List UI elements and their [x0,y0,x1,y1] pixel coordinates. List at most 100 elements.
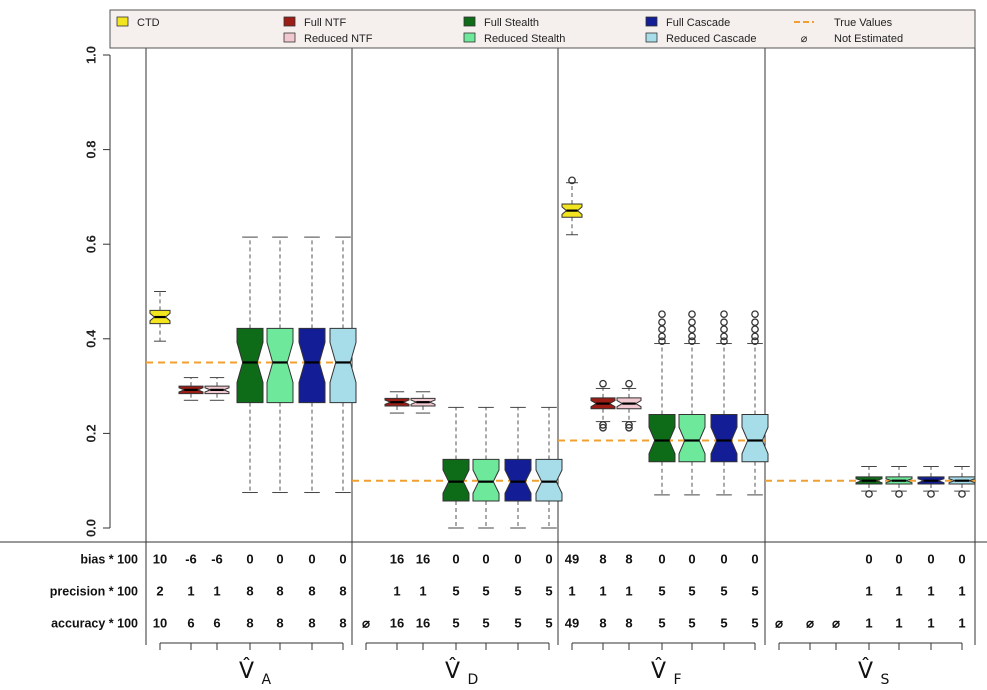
stat-value: 8 [246,615,253,630]
box-rca [948,466,976,498]
outlier-point [720,318,728,327]
stat-value: 5 [688,615,695,630]
outlier-point [720,310,728,319]
stat-value: 5 [452,583,459,598]
box-rntf [410,391,436,414]
stat-value: 5 [658,615,665,630]
group-label-sub: F [674,672,682,688]
stat-value: 5 [720,615,727,630]
stat-value: 5 [658,583,665,598]
legend-box [109,9,976,49]
stat-value: 5 [720,583,727,598]
legend-item-ne: ⌀ Not Estimated [801,33,903,45]
box-fst [236,236,264,494]
stats-table: bias * 100 10 -6 -6 0 0 0 0 16 16 0 0 0 0 49 8 8 0 0 0 0 0 0 0 0… [50,551,966,630]
box-fca [917,466,945,498]
legend-swatch [116,16,129,27]
box-rntf [204,377,230,401]
legend-swatch: ⌀ [801,33,808,45]
stat-value: 5 [545,615,552,630]
box-fntf [384,391,410,414]
outlier-point [688,318,696,327]
outlier-point [658,318,666,327]
box-rntf [616,379,642,432]
stat-value: 8 [599,551,606,566]
box-fca [504,406,532,529]
group-label-f: V̂ [651,658,666,684]
legend-label: Reduced Cascade [666,33,757,45]
stat-value: 5 [545,583,552,598]
box-ctd [149,291,171,342]
y-axis: 0.0 0.2 0.4 0.6 0.8 1.0 [83,46,111,537]
outlier-point [688,332,696,341]
stat-value: 1 [865,583,872,598]
group-label-sub: S [881,672,890,688]
stat-value: 1 [895,583,902,598]
stat-value: 0 [958,551,965,566]
y-tick-label: 0.8 [83,141,98,159]
stat-row-label-precision: precision * 100 [50,584,138,598]
outlier-point [625,423,633,432]
box-rca [741,310,769,496]
box-body [710,413,738,463]
stat-value: 16 [416,615,430,630]
legend-swatch [283,16,296,27]
outlier-point [658,332,666,341]
stat-value: 0 [720,551,727,566]
y-tick-label: 0.2 [83,424,98,442]
stat-value: 10 [153,615,167,630]
legend-item-fst: Full Stealth [463,16,539,29]
stat-value: 5 [751,583,758,598]
stat-value: 1 [895,615,902,630]
stat-value: ⌀ [806,615,814,630]
stat-value: 1 [927,583,934,598]
stat-value: 8 [339,615,346,630]
stat-value: 0 [276,551,283,566]
stat-value: 1 [419,583,426,598]
stat-value: 8 [625,615,632,630]
stat-value: 1 [393,583,400,598]
boxes [149,176,976,529]
y-tick-label: 1.0 [83,46,98,64]
stat-value: ⌀ [832,615,840,630]
group-axis: V̂ A V̂ D V̂ F V̂ S [159,642,963,688]
stat-value: 10 [153,551,167,566]
stat-value: ⌀ [775,615,783,630]
outlier-point [720,332,728,341]
stat-value: 0 [339,551,346,566]
stat-value: 1 [958,615,965,630]
outlier-point [751,310,759,319]
stat-value: ⌀ [362,615,370,630]
y-tick-label: 0.0 [83,519,98,537]
box-rca [329,236,357,494]
legend: CTD Full NTF Reduced NTF Full Stealth Reduce… [109,9,976,49]
legend-item-ctd: CTD [116,16,160,29]
outlier-point [958,490,966,498]
box-body [504,458,532,502]
legend-item-true: True Values [794,17,893,29]
stat-value: 0 [658,551,665,566]
stat-value: 2 [156,583,163,598]
stat-value: 0 [688,551,695,566]
stat-value: 1 [568,583,575,598]
box-body [442,458,470,502]
outlier-point [658,310,666,319]
outlier-point [599,379,607,388]
box-fca [710,310,738,496]
stat-value: 1 [958,583,965,598]
outlier-point [688,325,696,334]
outlier-point [751,318,759,327]
outlier-point [751,332,759,341]
stat-value: 49 [565,551,579,566]
box-fst [442,406,470,529]
stat-value: 1 [927,615,934,630]
legend-item-rca: Reduced Cascade [645,32,757,45]
outlier-point [625,379,633,388]
outlier-point [865,490,873,498]
stat-value: 8 [246,583,253,598]
outlier-point [751,337,759,346]
box-ctd [561,176,583,236]
box-body [648,413,676,463]
outlier-point [658,325,666,334]
